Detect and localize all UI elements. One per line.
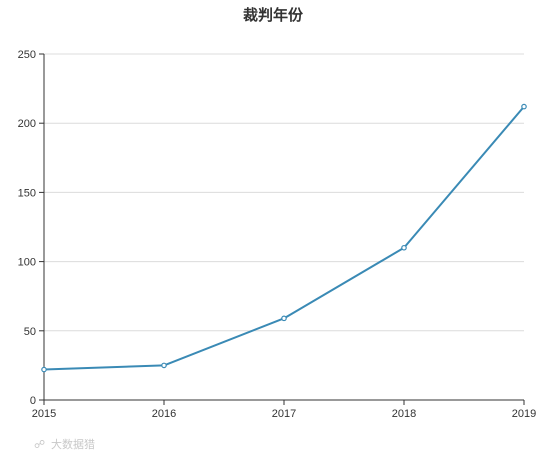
data-point: [41, 366, 47, 373]
x-tick-label: 2017: [272, 408, 296, 420]
x-tick-label: 2015: [32, 408, 56, 420]
data-point: [161, 362, 167, 369]
y-tick-label: 100: [18, 257, 36, 269]
y-tick-label: 150: [18, 187, 36, 199]
watermark-text: 大数据猎: [51, 437, 95, 451]
y-tick-label: 0: [30, 395, 36, 407]
x-tick-label: 2019: [512, 408, 536, 420]
grid-lines: [44, 53, 524, 332]
data-point: [521, 103, 527, 110]
axes: [39, 53, 525, 405]
data-point: [401, 244, 407, 251]
watermark: ☍ 大数据猎: [34, 437, 95, 451]
y-tick-label: 200: [18, 118, 36, 130]
series-layer: [41, 103, 527, 373]
data-point: [281, 315, 287, 322]
watermark-logo-icon: ☍: [34, 438, 45, 451]
tick-labels: 0 50 100 150 200 250 2015 2016 2017 2018 2019: [18, 49, 537, 420]
chart-title: 裁判年份: [243, 6, 304, 24]
series-line: [43, 105, 525, 371]
x-tick-label: 2018: [392, 408, 416, 420]
y-tick-label: 50: [24, 326, 36, 338]
y-tick-label: 250: [18, 49, 36, 61]
x-tick-label: 2016: [152, 408, 176, 420]
